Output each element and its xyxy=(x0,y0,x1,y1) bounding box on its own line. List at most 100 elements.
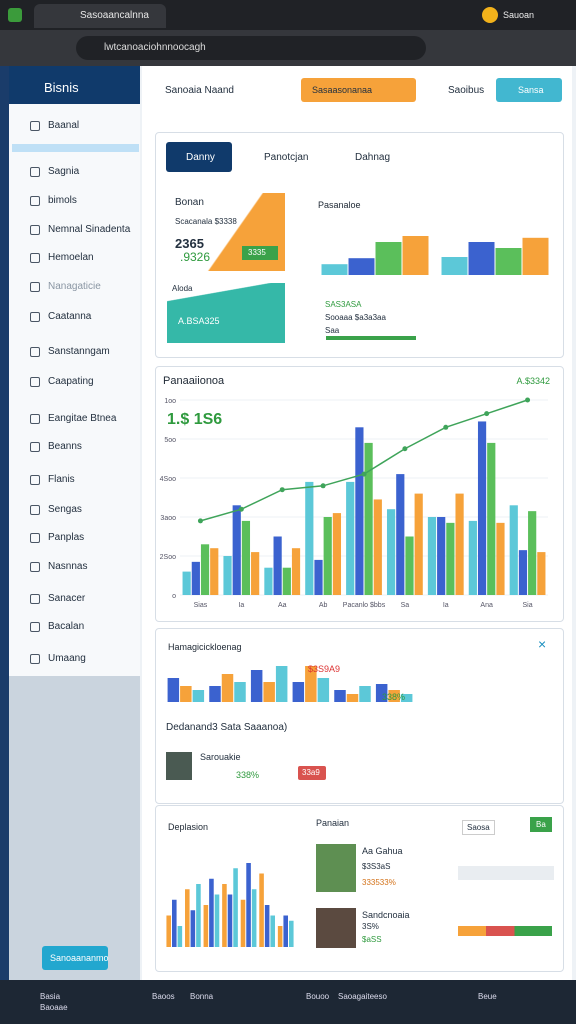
bar xyxy=(172,899,177,947)
bar xyxy=(487,442,496,595)
sidebar-item[interactable]: Sagnia xyxy=(48,166,80,177)
taskbar-label[interactable]: Basia xyxy=(40,992,61,1001)
sidebar-item[interactable]: Sanacer xyxy=(48,593,86,604)
bar xyxy=(221,674,234,702)
sidebar-item[interactable]: Nanagaticie xyxy=(48,281,101,292)
tab[interactable]: Dahnag xyxy=(355,152,391,163)
sidebar-item[interactable]: Umaang xyxy=(48,653,86,664)
sidebar-item[interactable]: Caatanna xyxy=(48,311,92,322)
sidebar-icon xyxy=(30,312,40,322)
sidebar-item[interactable]: Sengas xyxy=(48,504,82,515)
bar xyxy=(251,889,257,947)
bar xyxy=(214,894,220,947)
bar xyxy=(400,694,413,702)
secondary-button-label: Sansa xyxy=(518,85,544,95)
sidebar-item[interactable]: bimols xyxy=(48,195,77,206)
app-icon[interactable] xyxy=(8,8,22,22)
y-tick-label: 2Soo xyxy=(160,554,176,561)
bar xyxy=(314,559,323,595)
tag xyxy=(298,766,326,780)
tab: Danny xyxy=(186,152,215,163)
line-point xyxy=(484,411,490,417)
bar xyxy=(305,666,317,702)
sidebar-item[interactable]: Caapating xyxy=(48,376,94,387)
bar xyxy=(209,878,214,947)
bar xyxy=(200,544,210,595)
bar xyxy=(222,884,227,947)
sidebar-item[interactable]: Sanstanngam xyxy=(48,346,110,357)
sidebar-icon xyxy=(30,377,40,387)
active-strip xyxy=(12,144,139,152)
badge xyxy=(242,246,278,260)
bar xyxy=(292,682,305,702)
y-tick-label: 3aoo xyxy=(160,515,176,522)
sidebar-item[interactable]: Bacalan xyxy=(48,621,85,632)
tab[interactable]: Panotcjan xyxy=(264,152,309,163)
tab-active[interactable] xyxy=(166,142,232,172)
x-tick-label: Pacanlo $bbs xyxy=(343,602,386,609)
sidebar-item[interactable]: Hemoelan xyxy=(48,252,94,263)
x-tick-label: Sias xyxy=(194,602,208,609)
bar xyxy=(167,678,180,702)
sidebar-icon xyxy=(30,225,40,235)
bar xyxy=(232,505,241,595)
x-tick-label: Ia xyxy=(443,602,449,609)
primary-button[interactable] xyxy=(301,78,416,102)
item-name: Aa Gahua xyxy=(362,846,403,856)
sidebar-item[interactable]: Baanal xyxy=(48,120,80,131)
tab[interactable] xyxy=(34,4,166,28)
page-title: Sanoaia Naand xyxy=(165,85,234,96)
line-point xyxy=(320,483,326,489)
bar xyxy=(537,552,546,595)
delta: .9326 xyxy=(180,250,211,264)
avatar[interactable] xyxy=(482,7,498,23)
taskbar-label[interactable]: Baoos xyxy=(152,992,175,1001)
bar xyxy=(334,690,346,702)
bar xyxy=(446,522,455,595)
bar xyxy=(190,910,196,947)
bar xyxy=(388,690,400,702)
y-tick-label: 1oo xyxy=(164,398,176,405)
sidebar-icon xyxy=(30,562,40,572)
taskbar-label[interactable]: Bouoo xyxy=(306,992,330,1001)
sidebar-icon xyxy=(30,505,40,515)
sidebar-item[interactable]: Flanis xyxy=(48,474,75,485)
y-tick-label: 5oo xyxy=(164,437,176,444)
address-bar[interactable] xyxy=(76,36,426,60)
sidebar-item[interactable]: Panplas xyxy=(48,532,85,543)
bar xyxy=(441,257,468,275)
taskbar-label[interactable]: Baoaae xyxy=(40,1003,68,1012)
action[interactable]: Ba xyxy=(530,817,552,832)
item-amount: $3S3aS xyxy=(362,862,391,871)
bar xyxy=(233,868,238,947)
sidebar-item[interactable]: Beanns xyxy=(48,441,82,452)
taskbar-label[interactable]: Beue xyxy=(478,992,497,1001)
bar xyxy=(263,682,275,702)
sidebar-icon xyxy=(30,253,40,263)
progress xyxy=(326,336,416,340)
taskbar-label[interactable]: Saoagaiteeso xyxy=(338,992,387,1001)
mini-chart: Deplasion xyxy=(166,822,294,947)
status: Saoibus xyxy=(448,85,485,96)
footer-button[interactable] xyxy=(42,946,108,970)
bar xyxy=(405,536,414,595)
sidebar-item[interactable]: Eangitae Btnea xyxy=(48,413,117,424)
item-change: 333533% xyxy=(362,878,396,887)
bar xyxy=(321,264,348,275)
card-subtitle: Scacanala $3338 xyxy=(175,217,237,226)
bar xyxy=(375,684,388,702)
bar xyxy=(518,550,528,595)
taskbar-label[interactable]: Bonna xyxy=(190,992,214,1001)
filter[interactable]: Saosa xyxy=(462,820,495,835)
bar xyxy=(210,548,219,595)
teal-value: A.BSA325 xyxy=(178,316,220,326)
bar xyxy=(289,920,294,947)
x-tick-label: Sia xyxy=(522,602,532,609)
sidebar-item[interactable]: Nasnnas xyxy=(48,561,88,572)
item-change: 3S% xyxy=(362,922,379,931)
sidebar-icon xyxy=(30,121,40,131)
bar xyxy=(396,474,405,595)
close-button[interactable]: × xyxy=(538,636,547,652)
sidebar-item[interactable]: Nemnal Sinadenta xyxy=(48,224,131,235)
secondary-button[interactable] xyxy=(496,78,562,102)
